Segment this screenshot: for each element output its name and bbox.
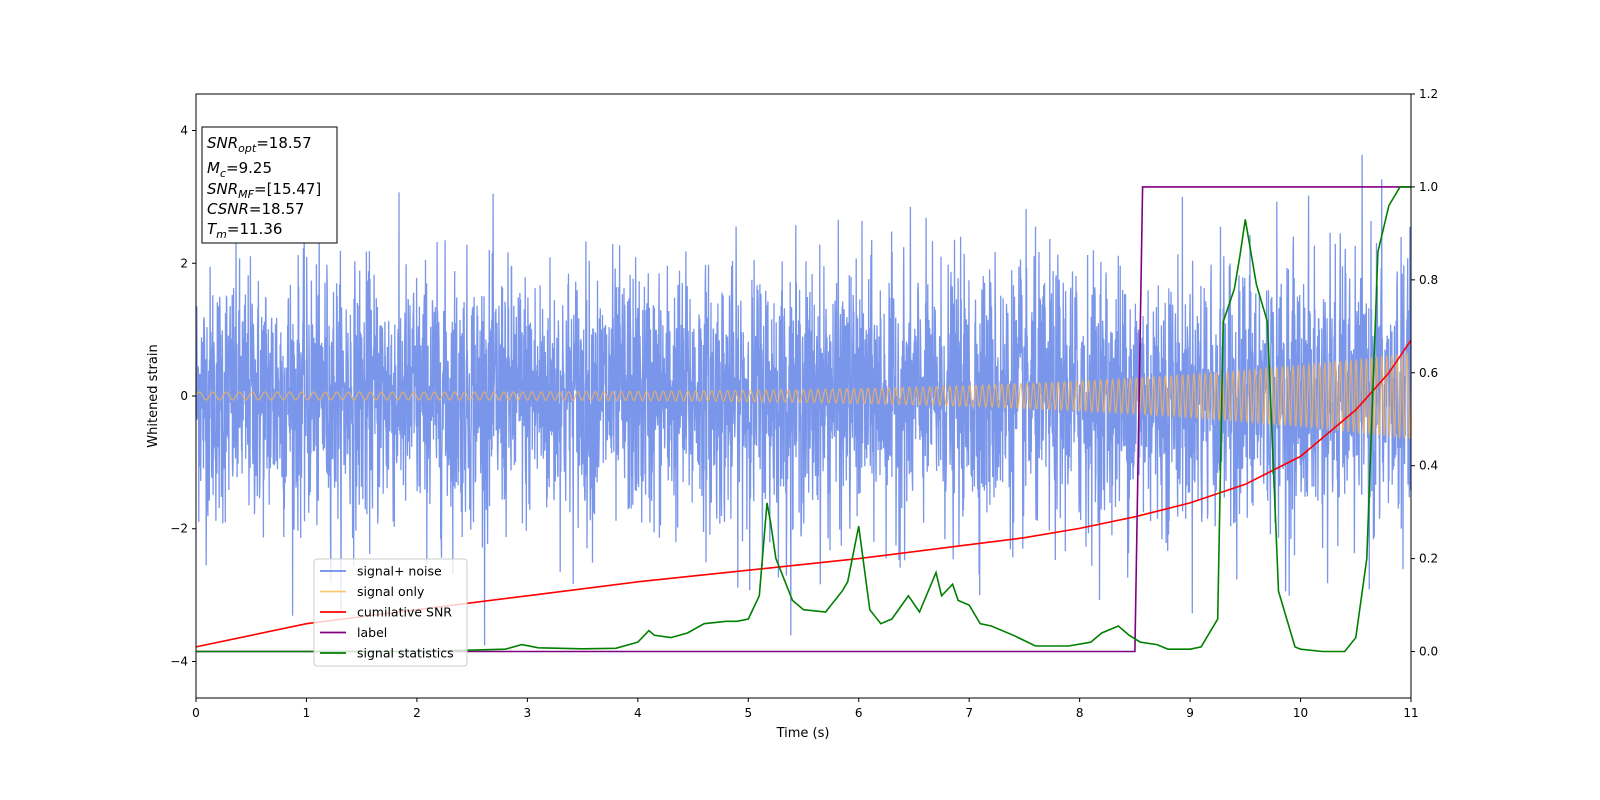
x-tick-label: 5 xyxy=(744,706,752,720)
x-tick-label: 6 xyxy=(855,706,863,720)
y-left-tick-label: 4 xyxy=(180,124,188,138)
y-right-tick-label: 0.4 xyxy=(1419,459,1438,473)
legend-label: signal statistics xyxy=(357,646,454,661)
signal-only-line xyxy=(195,351,1412,440)
x-axis: 0 1 2 3 4 5 6 7 8 9 10 11 xyxy=(192,698,1419,720)
signal-statistics-line xyxy=(196,186,1411,653)
legend-label: label xyxy=(357,625,387,640)
series-lines xyxy=(195,186,1412,653)
y-left-tick-label: 2 xyxy=(180,256,188,270)
annotation-line: Mc=9.25 xyxy=(207,159,272,180)
annotation-line: Tm=11.36 xyxy=(207,220,282,241)
x-tick-label: 7 xyxy=(965,706,973,720)
annotation-line: SNRopt=18.57 xyxy=(207,134,312,155)
x-tick-label: 8 xyxy=(1076,706,1084,720)
x-tick-label: 9 xyxy=(1186,706,1194,720)
y-right-tick-label: 0.6 xyxy=(1419,366,1438,380)
y-right-tick-label: 0.8 xyxy=(1419,273,1438,287)
y-left-tick-label: 0 xyxy=(180,389,188,403)
y-right-tick-label: 1.0 xyxy=(1419,180,1438,194)
x-tick-label: 10 xyxy=(1293,706,1308,720)
y-right-tick-label: 0.2 xyxy=(1419,552,1438,566)
signal-noise-series xyxy=(195,154,1412,646)
x-tick-label: 11 xyxy=(1403,706,1418,720)
x-tick-label: 4 xyxy=(634,706,642,720)
x-tick-label: 2 xyxy=(413,706,421,720)
x-axis-label: Time (s) xyxy=(776,726,830,741)
legend-frame xyxy=(313,558,468,667)
annotation-line: CSNR=18.57 xyxy=(207,200,304,218)
signal-only-series xyxy=(195,351,1412,440)
y-left-tick-label: −4 xyxy=(170,654,188,668)
x-tick-label: 3 xyxy=(524,706,532,720)
legend: signal+ noise signal only cumilative SNR la… xyxy=(313,558,468,667)
y-right-tick-label: 0.0 xyxy=(1419,645,1438,659)
signal-noise-line xyxy=(195,154,1412,646)
y-axis-right: 0.0 0.2 0.4 0.6 0.8 1.0 1.2 xyxy=(1411,87,1438,659)
y-right-tick-label: 1.2 xyxy=(1419,87,1438,101)
annotation-box: SNRopt=18.57 Mc=9.25SNRMF=[15.47]CSNR=18.… xyxy=(201,126,338,244)
x-tick-label: 0 xyxy=(192,706,200,720)
annotation-frame xyxy=(201,126,338,244)
annotation-line: SNRMF=[15.47] xyxy=(207,180,321,201)
cumulative-snr-line xyxy=(195,339,1412,648)
legend-label: signal only xyxy=(357,584,425,599)
y-axis-label: Whitened strain xyxy=(146,344,161,447)
x-tick-label: 1 xyxy=(303,706,311,720)
label-line xyxy=(196,186,1411,653)
legend-label: cumilative SNR xyxy=(357,605,452,620)
y-left-tick-label: −2 xyxy=(170,522,188,536)
y-axis-left: −4 −2 0 2 4 xyxy=(170,124,196,668)
legend-label: signal+ noise xyxy=(357,564,442,579)
